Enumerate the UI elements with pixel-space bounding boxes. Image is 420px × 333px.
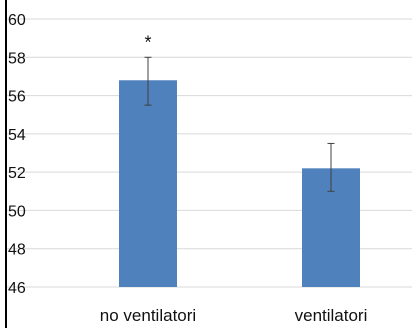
y-tick-label: 46 <box>8 280 26 297</box>
y-axis-tick-labels: 46 48 50 52 54 56 58 60 <box>8 12 26 297</box>
error-bars <box>144 56 335 192</box>
y-tick-label: 60 <box>8 12 26 29</box>
y-tick-label: 52 <box>8 165 26 182</box>
annotations: * <box>144 32 151 52</box>
x-tick-label: ventilatori <box>295 306 368 325</box>
y-tick-label: 48 <box>8 242 26 259</box>
x-tick-label: no ventilatori <box>100 306 196 325</box>
y-tick-label: 58 <box>8 50 26 67</box>
significance-annotation: * <box>144 32 151 52</box>
gridlines <box>6 18 412 288</box>
y-tick-label: 50 <box>8 203 26 220</box>
y-tick-label: 54 <box>8 127 26 144</box>
bars <box>119 80 360 287</box>
bar <box>119 80 177 287</box>
y-tick-label: 56 <box>8 89 26 106</box>
x-axis-tick-labels: no ventilatori ventilatori <box>100 306 368 325</box>
